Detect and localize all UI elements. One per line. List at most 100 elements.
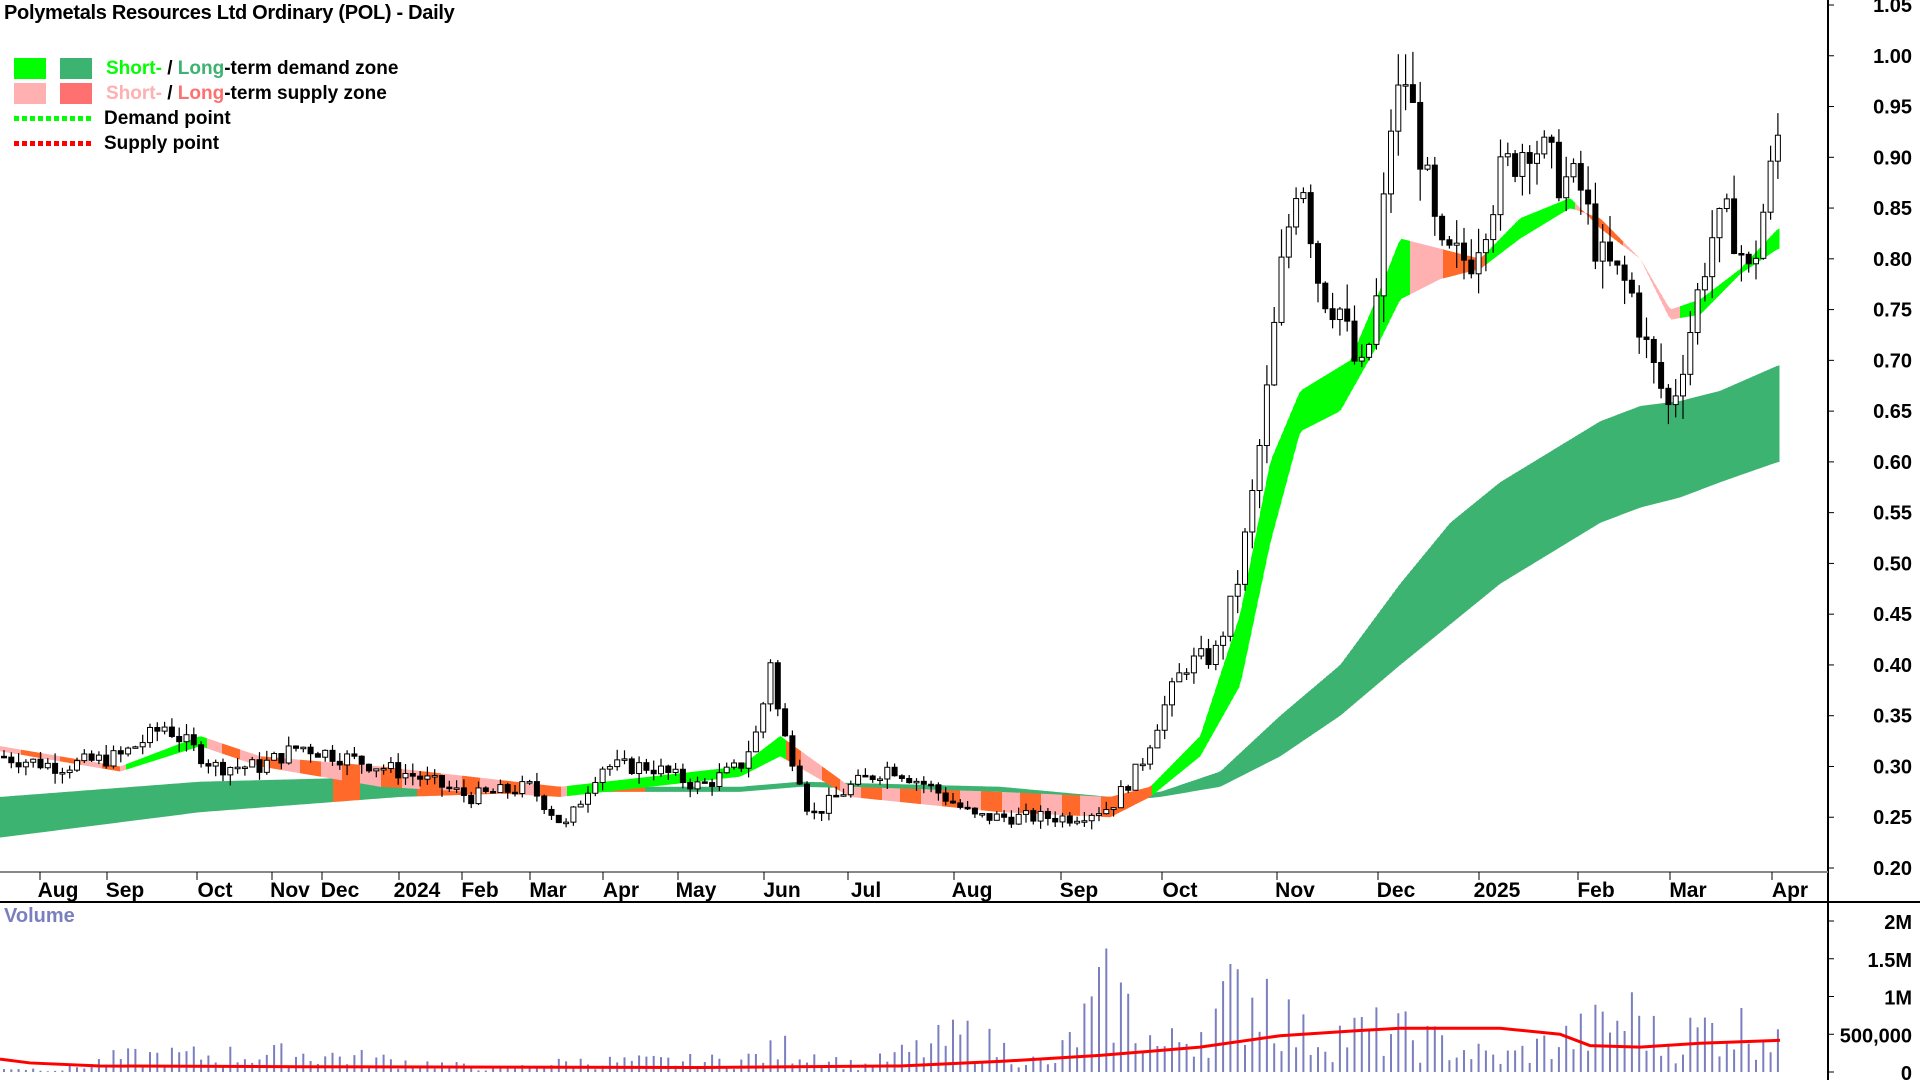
candle: [738, 762, 745, 773]
date-tick-label: Aug: [38, 879, 79, 902]
candle: [1461, 227, 1467, 280]
candle: [570, 806, 577, 826]
candle: [1475, 228, 1482, 294]
candle: [220, 758, 226, 782]
candle: [964, 801, 971, 810]
candle: [731, 759, 737, 770]
candle: [22, 759, 29, 776]
candle: [928, 780, 935, 793]
candle: [322, 749, 329, 762]
candle: [329, 745, 336, 766]
candle: [1344, 284, 1351, 332]
candle: [1760, 203, 1767, 260]
candle: [1176, 663, 1183, 683]
candle: [490, 788, 497, 794]
candle: [15, 753, 22, 774]
candle: [366, 763, 372, 773]
candle: [125, 746, 132, 757]
candle: [1395, 54, 1402, 156]
volume-tick-label: 0: [1901, 1063, 1912, 1080]
candle: [942, 787, 949, 806]
volume-panel-label: Volume: [4, 905, 75, 927]
candle: [971, 807, 978, 818]
candle: [147, 723, 153, 748]
date-tick-label: Sep: [1060, 879, 1099, 902]
candle: [585, 786, 591, 813]
candle: [1139, 757, 1146, 771]
candle: [1723, 193, 1730, 213]
candle: [818, 811, 825, 822]
candle: [1030, 807, 1037, 825]
candle: [1183, 668, 1190, 681]
price-tick-label: 0.65: [1873, 401, 1912, 423]
candle: [548, 805, 555, 820]
price-tick-label: 1.05: [1873, 0, 1912, 17]
volume-tick-label: 1.5M: [1868, 950, 1912, 972]
candle: [1555, 129, 1562, 202]
candle: [271, 751, 278, 761]
date-tick-label: Oct: [197, 879, 232, 902]
legend-demand-zone: Short- / Long-term demand zone: [14, 56, 398, 81]
candle: [621, 750, 628, 765]
price-tick-label: 0.20: [1873, 858, 1912, 880]
candle: [1351, 305, 1358, 365]
date-tick-label: Dec: [321, 879, 360, 902]
candle: [679, 763, 686, 789]
candle: [110, 745, 117, 769]
candle: [1650, 336, 1657, 384]
volume-tick-label: 2M: [1884, 912, 1912, 934]
candle: [1526, 145, 1533, 195]
price-tick-label: 0.60: [1873, 452, 1912, 474]
long-supply-swatch: [60, 83, 92, 104]
legend-supply-zone: Short- / Long-term supply zone: [14, 81, 398, 106]
candle: [1680, 354, 1686, 419]
candle: [139, 734, 146, 755]
candle: [716, 763, 723, 792]
candle: [1278, 229, 1285, 326]
candle: [979, 812, 986, 818]
candle: [37, 751, 44, 770]
candle: [665, 764, 672, 780]
candle: [1263, 365, 1270, 464]
date-tick-label: Sep: [106, 879, 145, 902]
candle: [957, 799, 964, 810]
candle: [263, 750, 270, 775]
candle: [1665, 384, 1672, 425]
candle: [577, 800, 584, 808]
candle: [117, 746, 124, 763]
candle: [599, 766, 606, 791]
candle: [869, 774, 876, 783]
candle: [1059, 812, 1066, 828]
candle: [1614, 260, 1621, 275]
date-tick-label: Feb: [1577, 879, 1614, 902]
candle: [782, 703, 789, 737]
candle: [891, 763, 898, 777]
date-tick-label: Oct: [1162, 879, 1197, 902]
candle: [1694, 282, 1701, 345]
candle: [606, 764, 613, 776]
candle: [1701, 262, 1708, 302]
candle: [88, 750, 95, 762]
legend-demand-text: Short- / Long-term demand zone: [106, 57, 399, 79]
candle: [1190, 647, 1197, 684]
candle: [1373, 278, 1380, 350]
candle: [1672, 379, 1679, 418]
legend-supply-point: Supply point: [14, 131, 398, 156]
price-tick-label: 0.75: [1873, 300, 1912, 322]
candle: [1066, 811, 1073, 827]
price-tick-label: 0.90: [1873, 147, 1912, 169]
candle: [563, 818, 570, 828]
candle: [789, 730, 796, 772]
candle: [1285, 213, 1292, 269]
candle: [1767, 145, 1774, 220]
candle: [1402, 54, 1409, 111]
candle: [278, 753, 285, 769]
candle: [1315, 240, 1321, 303]
date-tick-label: Apr: [603, 879, 639, 902]
candle: [1541, 130, 1548, 159]
candle: [1745, 251, 1752, 273]
candle: [694, 776, 701, 795]
candle: [1161, 695, 1168, 740]
candle: [847, 780, 854, 798]
candle: [1658, 343, 1665, 399]
